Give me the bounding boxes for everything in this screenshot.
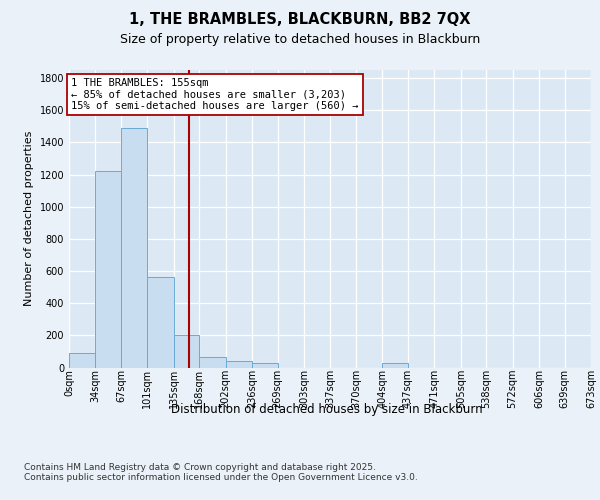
Bar xyxy=(226,361,252,368)
Bar xyxy=(121,128,148,368)
Bar xyxy=(382,362,408,368)
Bar xyxy=(95,170,121,368)
Text: Distribution of detached houses by size in Blackburn: Distribution of detached houses by size … xyxy=(171,402,483,415)
Bar xyxy=(69,353,95,368)
Text: 1 THE BRAMBLES: 155sqm
← 85% of detached houses are smaller (3,203)
15% of semi-: 1 THE BRAMBLES: 155sqm ← 85% of detached… xyxy=(71,78,359,111)
Text: 1, THE BRAMBLES, BLACKBURN, BB2 7QX: 1, THE BRAMBLES, BLACKBURN, BB2 7QX xyxy=(129,12,471,28)
Bar xyxy=(174,334,199,368)
Bar xyxy=(252,362,278,368)
Y-axis label: Number of detached properties: Number of detached properties xyxy=(24,131,34,306)
Bar xyxy=(199,357,226,368)
Text: Contains HM Land Registry data © Crown copyright and database right 2025.
Contai: Contains HM Land Registry data © Crown c… xyxy=(24,462,418,482)
Text: Size of property relative to detached houses in Blackburn: Size of property relative to detached ho… xyxy=(120,32,480,46)
Bar xyxy=(148,278,174,368)
